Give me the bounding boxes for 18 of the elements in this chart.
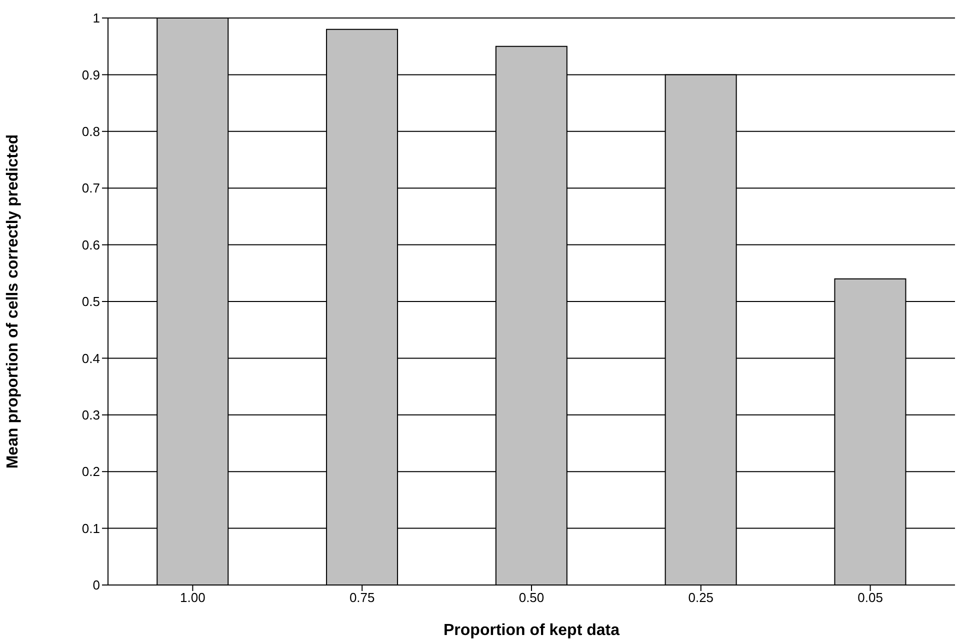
x-tick-label: 0.25 xyxy=(688,590,714,606)
y-tick-label: 0.7 xyxy=(82,180,100,196)
x-tick-label: 1.00 xyxy=(180,590,206,606)
x-tick-label: 0.75 xyxy=(349,590,375,606)
y-tick-label: 1 xyxy=(92,10,100,26)
x-tick-label: 0.05 xyxy=(858,590,883,606)
y-tick-label: 0 xyxy=(92,578,100,593)
y-tick-label: 0.1 xyxy=(82,520,100,536)
y-axis-title: Mean proportion of cells correctly predicted xyxy=(4,134,22,469)
y-tick-label: 0.6 xyxy=(82,237,100,252)
x-tick-label: 0.50 xyxy=(518,590,544,606)
y-tick-label: 0.8 xyxy=(82,124,100,140)
x-axis-title: Proportion of kept data xyxy=(444,622,620,639)
y-tick-label: 0.2 xyxy=(82,464,100,480)
y-tick-label: 0.4 xyxy=(82,350,100,366)
y-tick-label: 0.5 xyxy=(82,294,100,310)
y-tick-label: 0.3 xyxy=(82,408,100,423)
y-tick-label: 0.9 xyxy=(82,67,100,82)
